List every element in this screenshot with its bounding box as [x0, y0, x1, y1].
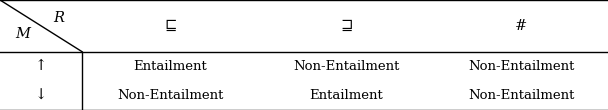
Text: ↑: ↑ — [35, 59, 47, 73]
Text: Non-Entailment: Non-Entailment — [294, 60, 399, 73]
Text: #: # — [515, 19, 528, 33]
Text: ↓: ↓ — [35, 88, 47, 102]
Text: M: M — [15, 27, 30, 41]
Text: Entailment: Entailment — [309, 89, 384, 102]
Text: Non-Entailment: Non-Entailment — [117, 89, 223, 102]
Text: Non-Entailment: Non-Entailment — [468, 60, 575, 73]
Text: R: R — [54, 11, 64, 25]
Text: Entailment: Entailment — [133, 60, 207, 73]
Text: ⊑: ⊑ — [164, 19, 176, 33]
Text: Non-Entailment: Non-Entailment — [468, 89, 575, 102]
Text: ⊒: ⊒ — [340, 19, 353, 33]
